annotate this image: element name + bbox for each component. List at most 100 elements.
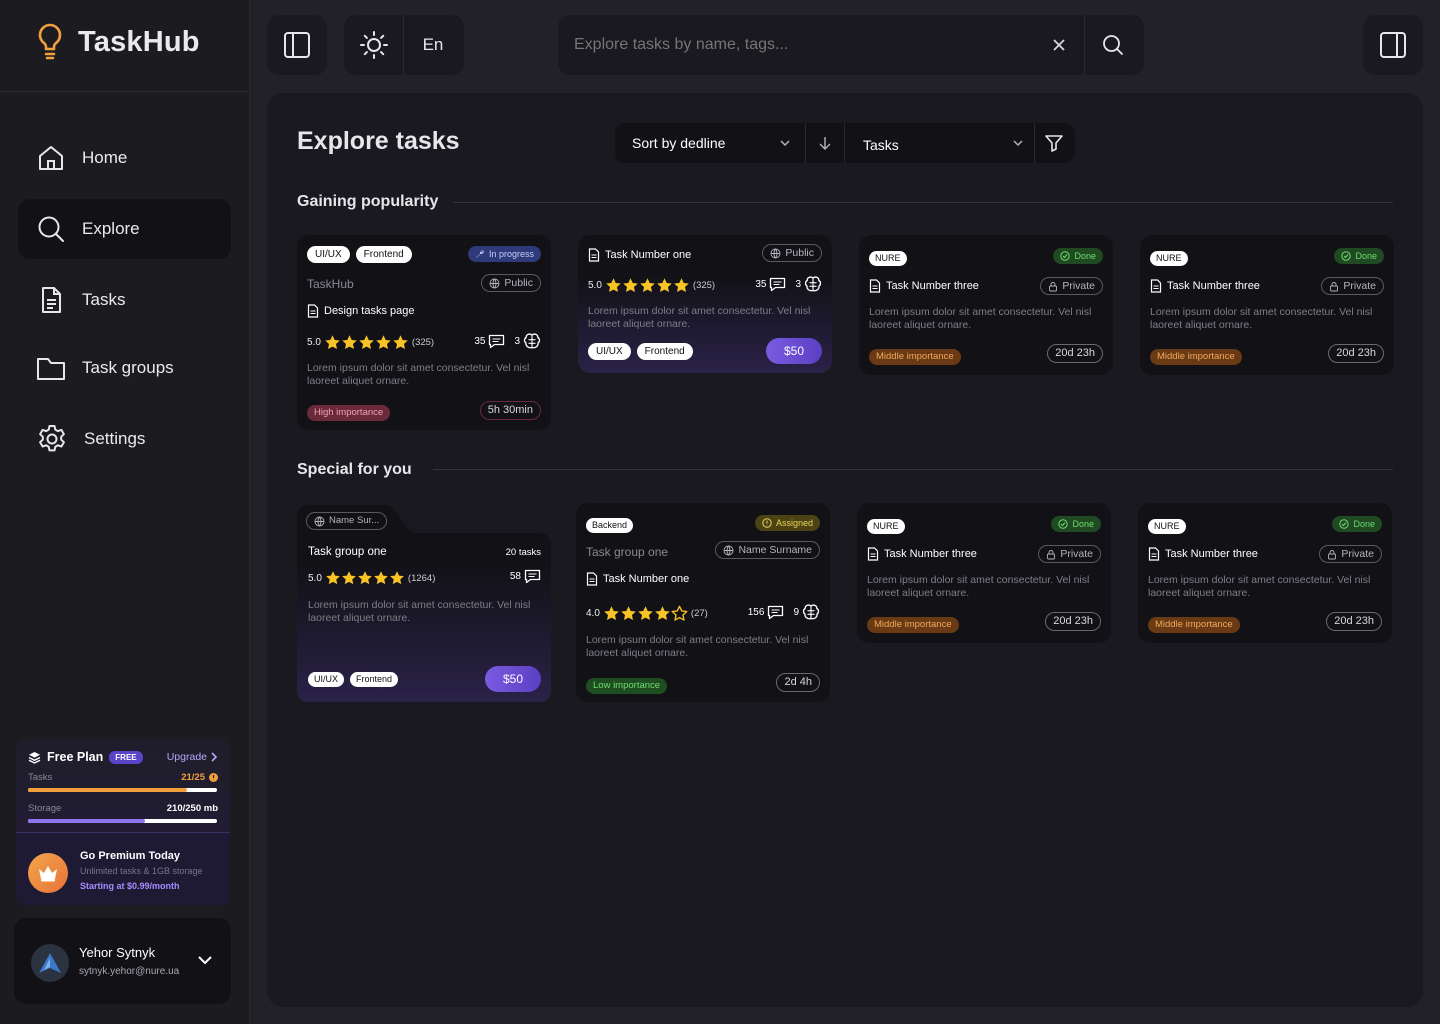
tags: UI/UX Frontend	[307, 246, 412, 263]
toggle-right-panel-button[interactable]	[1363, 15, 1423, 75]
tasks-progress-bar	[28, 788, 217, 792]
warning-icon	[209, 773, 218, 782]
theme-toggle-button[interactable]	[344, 15, 404, 75]
wrench-icon	[475, 249, 485, 259]
star-filled-icon	[357, 570, 373, 586]
sort-select[interactable]: Sort by dedline	[615, 123, 805, 163]
task-card[interactable]: NURE Done Task Number three Private Lore…	[1138, 503, 1392, 643]
task-card[interactable]: UI/UX Frontend In progress TaskHub Publi…	[297, 235, 551, 430]
premium-promo[interactable]: Go Premium Today Unlimited tasks & 1GB s…	[16, 832, 230, 905]
type-label: Tasks	[863, 136, 899, 153]
storage-value: 210/250 mb	[166, 803, 218, 814]
nav-item-home[interactable]: Home	[18, 128, 231, 188]
sort-label: Sort by dedline	[632, 135, 726, 151]
tag[interactable]: UI/UX	[308, 672, 345, 687]
owner-badge[interactable]: Name Sur...	[306, 512, 388, 532]
filter-button[interactable]	[1035, 123, 1073, 163]
logo[interactable]: TaskHub	[36, 22, 200, 62]
comments-count: 58	[509, 571, 521, 582]
duration-label: 20d 23h	[1045, 612, 1101, 631]
document-icon	[1148, 547, 1160, 561]
status-label: Done	[1074, 251, 1096, 261]
tag[interactable]: NURE	[869, 251, 907, 266]
task-card[interactable]: Backend Assigned Task group one Name Sur…	[576, 503, 830, 702]
visibility-badge: Private	[1040, 277, 1103, 297]
user-profile[interactable]: Yehor Sytnyk sytnyk.yehor@nure.ua	[14, 918, 231, 1004]
tags: NURE	[869, 248, 907, 266]
task-description: Lorem ipsum dolor sit amet consectetur. …	[307, 362, 530, 387]
tag[interactable]: Frontend	[636, 343, 693, 360]
divider	[1084, 15, 1085, 75]
nav-item-settings[interactable]: Settings	[18, 409, 231, 469]
sort-direction-button[interactable]	[805, 123, 845, 163]
tag[interactable]: Backend	[586, 518, 634, 533]
premium-subtitle: Unlimited tasks & 1GB storage	[80, 866, 203, 876]
reviews-count: (325)	[411, 337, 435, 348]
folder-shape	[297, 505, 551, 702]
tag[interactable]: UI/UX	[588, 343, 631, 360]
task-description: Lorem ipsum dolor sit amet consectetur. …	[586, 634, 809, 659]
alert-circle-icon	[762, 518, 772, 528]
nav-item-tasks[interactable]: Tasks	[18, 270, 231, 330]
clear-icon[interactable]	[1052, 38, 1066, 52]
task-description: Lorem ipsum dolor sit amet consectetur. …	[869, 306, 1092, 331]
tag[interactable]: Frontend	[355, 246, 412, 263]
tag[interactable]: NURE	[1148, 519, 1186, 534]
visibility-label: Private	[1343, 280, 1376, 292]
stars	[603, 605, 688, 622]
star-filled-icon	[605, 277, 622, 294]
price-button[interactable]: $50	[765, 338, 822, 364]
visibility-badge: Private	[1038, 545, 1101, 565]
task-group-card[interactable]: Name Sur... Task group one 20 tasks 5.0 (…	[297, 505, 551, 702]
nav-label: Tasks	[82, 290, 126, 309]
status-badge: Done	[1332, 516, 1382, 534]
upgrade-link[interactable]: Upgrade	[167, 751, 218, 763]
visibility-badge: Public	[762, 244, 822, 264]
task-description: Lorem ipsum dolor sit amet consectetur. …	[588, 305, 811, 330]
divider	[433, 469, 1393, 470]
owner-badge[interactable]: Name Surname	[715, 541, 820, 561]
check-circle-icon	[1058, 519, 1069, 529]
comment-icon	[769, 277, 786, 292]
type-select[interactable]: Tasks	[845, 123, 1035, 163]
status-badge: Done	[1051, 516, 1101, 534]
task-card[interactable]: NURE Done Task Number three Private Lore…	[857, 503, 1111, 643]
search-input[interactable]	[558, 15, 1063, 75]
task-card[interactable]: Task Number one Public 5.0 (325) 35 3 Lor…	[578, 235, 832, 373]
task-name: Task Number one	[588, 248, 691, 262]
chevron-down-icon[interactable]	[197, 954, 213, 966]
tags: Backend	[586, 515, 634, 533]
duration-label: 2d 4h	[776, 673, 820, 692]
nav-item-task-groups[interactable]: Task groups	[18, 338, 231, 398]
duration-badge: 20d 23h	[1326, 611, 1382, 631]
divider	[0, 91, 250, 92]
nav-item-explore[interactable]: Explore	[18, 199, 231, 259]
plan-title: Free Plan FREE	[28, 750, 143, 764]
tag[interactable]: NURE	[1150, 251, 1188, 266]
plan-header: Free Plan FREE Upgrade	[28, 750, 218, 764]
reviews-count: (325)	[692, 280, 716, 291]
nav-label: Settings	[84, 429, 146, 448]
globe-icon	[489, 278, 500, 289]
task-name: Task Number three	[867, 547, 977, 561]
task-name: Design tasks page	[307, 304, 415, 318]
check-circle-icon	[1060, 251, 1071, 261]
stats: 58	[510, 569, 541, 584]
importance-label: Middle importance	[867, 617, 959, 633]
tag[interactable]: UI/UX	[307, 246, 350, 263]
task-card[interactable]: NURE Done Task Number three Private Lore…	[859, 235, 1113, 375]
tasks-value: 21/25	[181, 772, 205, 783]
language-button[interactable]: En	[422, 35, 444, 54]
chevron-down-icon	[1012, 139, 1024, 147]
layers-icon	[28, 751, 41, 764]
crown-icon	[28, 853, 68, 893]
price-button[interactable]: $50	[484, 666, 541, 692]
toggle-sidebar-button[interactable]	[267, 15, 327, 75]
importance-label: Low importance	[586, 678, 668, 694]
duration-label: 20d 23h	[1326, 612, 1382, 631]
task-card[interactable]: NURE Done Task Number three Private Lore…	[1140, 235, 1394, 375]
tag[interactable]: NURE	[867, 519, 905, 534]
search-submit-icon[interactable]	[1102, 34, 1124, 56]
group-name: Task group one	[586, 545, 669, 559]
tag[interactable]: Frontend	[350, 672, 399, 687]
